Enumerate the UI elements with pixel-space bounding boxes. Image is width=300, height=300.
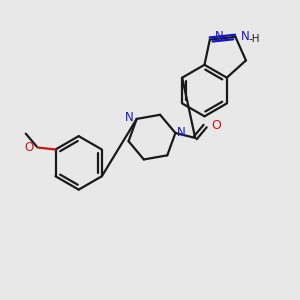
Text: O: O — [211, 118, 221, 132]
Text: N: N — [215, 30, 224, 43]
Text: O: O — [25, 141, 34, 154]
Text: N: N — [240, 30, 249, 44]
Text: N: N — [125, 111, 134, 124]
Text: -H: -H — [248, 34, 260, 44]
Text: N: N — [176, 125, 185, 139]
